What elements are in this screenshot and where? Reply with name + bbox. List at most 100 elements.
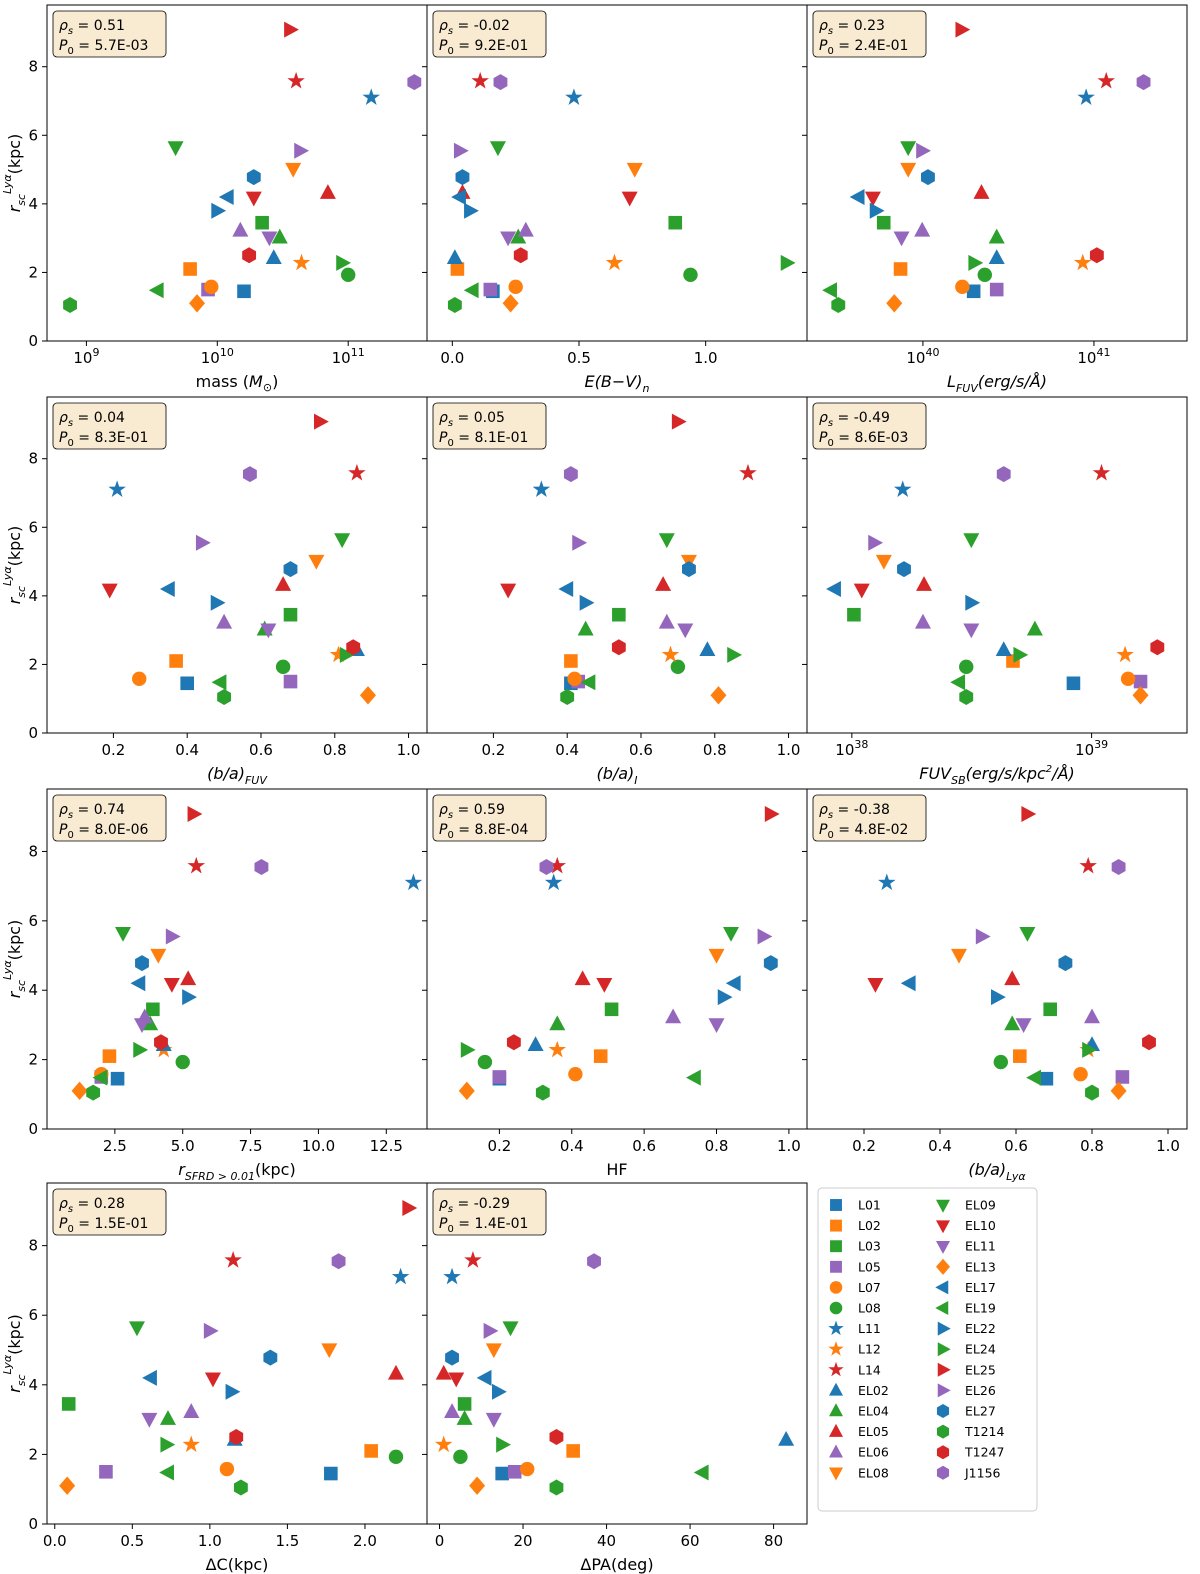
point-el09 xyxy=(115,926,131,942)
point-el25 xyxy=(764,805,780,822)
point-l07 xyxy=(132,671,147,687)
legend-entry-el26: EL26 xyxy=(937,1383,996,1398)
x-tick-label: 2.5 xyxy=(103,1137,127,1155)
data-points xyxy=(446,21,796,313)
point-t1214 xyxy=(1085,1084,1099,1101)
point-el08 xyxy=(708,948,725,964)
point-l14 xyxy=(739,463,757,481)
x-axis-label: mass (M⊙) xyxy=(196,372,279,394)
legend-entry-t1247: T1247 xyxy=(936,1445,1004,1460)
point-l14 xyxy=(287,71,305,89)
point-t1214 xyxy=(447,297,462,313)
point-el10 xyxy=(101,583,118,599)
point-el26 xyxy=(916,142,931,159)
x-tick-label: 1010 xyxy=(201,346,234,367)
point-l01 xyxy=(237,284,251,299)
point-el22 xyxy=(210,594,226,611)
point-el09 xyxy=(658,533,675,549)
legend-entry-l07: L07 xyxy=(829,1280,881,1295)
point-l02 xyxy=(593,1049,608,1063)
point-el22 xyxy=(869,202,885,219)
point-l05 xyxy=(507,1465,522,1479)
point-l08 xyxy=(175,1054,190,1070)
legend-label: L14 xyxy=(858,1362,881,1377)
point-el09 xyxy=(900,141,917,157)
point-el09 xyxy=(489,141,506,157)
point-el26 xyxy=(203,1322,219,1339)
p0-text: P0 = 9.2E-01 xyxy=(439,38,528,57)
legend-entry-el17: EL17 xyxy=(935,1280,996,1295)
p0-text: P0 = 2.4E-01 xyxy=(819,38,908,57)
point-l08 xyxy=(388,1449,404,1465)
point-t1247 xyxy=(1089,247,1104,264)
point-el22 xyxy=(464,202,479,219)
point-l08 xyxy=(340,267,356,283)
point-el27 xyxy=(897,561,911,578)
point-el13 xyxy=(502,294,519,313)
legend-label: EL19 xyxy=(965,1301,996,1316)
y-tick-label: 2 xyxy=(28,1051,38,1069)
legend-marker xyxy=(829,1382,843,1396)
x-tick-label: 0.4 xyxy=(560,1137,584,1155)
point-el09 xyxy=(128,1321,145,1337)
point-el11 xyxy=(260,623,277,639)
legend-label: EL06 xyxy=(858,1445,889,1460)
point-el13 xyxy=(886,294,903,313)
x-tick-label: 0.5 xyxy=(120,1532,144,1550)
y-tick-label: 6 xyxy=(28,1306,38,1324)
point-l01 xyxy=(1066,676,1081,691)
point-el05 xyxy=(916,576,933,591)
point-el08 xyxy=(626,162,643,178)
legend-label: EL13 xyxy=(965,1259,996,1274)
point-l08 xyxy=(683,267,698,283)
point-el02 xyxy=(988,249,1005,265)
data-points xyxy=(71,805,423,1101)
point-el10 xyxy=(204,1372,221,1388)
point-l05 xyxy=(483,282,498,297)
point-l14 xyxy=(471,71,489,89)
point-el08 xyxy=(485,1343,502,1359)
point-l07 xyxy=(204,279,219,295)
p0-text: P0 = 1.5E-01 xyxy=(59,1216,148,1235)
stats-box xyxy=(432,794,547,842)
point-l05 xyxy=(283,674,298,689)
point-el10 xyxy=(853,583,870,599)
legend-marker xyxy=(829,1423,843,1437)
point-l05 xyxy=(989,282,1004,297)
point-el05 xyxy=(387,1364,404,1380)
legend-marker xyxy=(935,1280,949,1295)
point-el10 xyxy=(163,977,180,993)
legend-label: EL27 xyxy=(965,1404,996,1419)
legend-entry-el05: EL05 xyxy=(829,1423,889,1439)
axes-frame xyxy=(426,1182,808,1525)
point-el24 xyxy=(727,646,743,663)
y-tick-label: 2 xyxy=(28,1445,38,1463)
point-el05 xyxy=(275,576,292,591)
y-axis-label: rscLyα(kpc) xyxy=(1,134,28,213)
point-l03 xyxy=(255,215,269,230)
x-tick-label: 1041 xyxy=(1077,346,1110,367)
point-el13 xyxy=(189,294,206,313)
legend-marker xyxy=(936,1424,950,1439)
legend-marker xyxy=(829,1444,843,1458)
y-axis-label: rscLyα(kpc) xyxy=(1,1314,28,1393)
axes-frame xyxy=(806,788,1188,1130)
point-l11 xyxy=(565,88,583,106)
point-el04 xyxy=(1026,620,1043,636)
point-el27 xyxy=(263,1349,278,1366)
point-el09 xyxy=(1019,926,1036,942)
point-el25 xyxy=(671,413,687,430)
legend-label: EL09 xyxy=(965,1198,996,1213)
point-el26 xyxy=(572,534,588,551)
point-l02 xyxy=(183,262,197,276)
legend-entry-el06: EL06 xyxy=(829,1444,889,1460)
legend-entry-l14: L14 xyxy=(828,1361,881,1377)
x-tick-label: 0.2 xyxy=(852,1137,876,1155)
legend-entry-l08: L08 xyxy=(829,1301,881,1316)
legend-marker xyxy=(829,1301,843,1315)
point-el02 xyxy=(265,249,282,265)
point-l01 xyxy=(180,676,194,691)
point-el19 xyxy=(1026,1069,1041,1086)
legend-label: EL26 xyxy=(965,1383,996,1398)
